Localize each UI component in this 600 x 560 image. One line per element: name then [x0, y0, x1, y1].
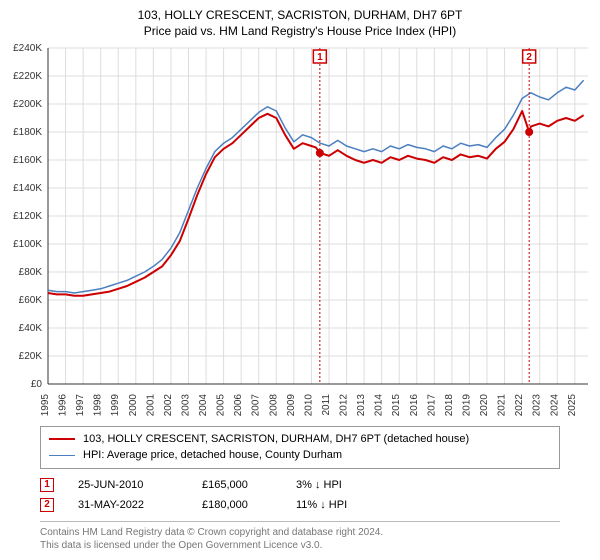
- chart-subtitle: Price paid vs. HM Land Registry's House …: [0, 24, 600, 42]
- sale-diff: 11% ↓ HPI: [296, 499, 347, 511]
- svg-text:2018: 2018: [444, 393, 455, 416]
- sale-row: 2 31-MAY-2022 £180,000 11% ↓ HPI: [40, 495, 560, 515]
- svg-text:£180K: £180K: [13, 127, 42, 138]
- svg-text:2: 2: [526, 52, 532, 63]
- svg-text:1998: 1998: [93, 393, 104, 416]
- svg-text:2003: 2003: [180, 393, 191, 416]
- legend-label: 103, HOLLY CRESCENT, SACRISTON, DURHAM, …: [83, 431, 469, 448]
- sale-marker-icon: 1: [40, 478, 54, 492]
- svg-text:£120K: £120K: [13, 211, 42, 222]
- svg-text:2006: 2006: [233, 393, 244, 416]
- legend: 103, HOLLY CRESCENT, SACRISTON, DURHAM, …: [40, 426, 560, 469]
- svg-text:2012: 2012: [339, 393, 350, 416]
- svg-text:1995: 1995: [40, 393, 51, 416]
- chart-title: 103, HOLLY CRESCENT, SACRISTON, DURHAM, …: [0, 0, 600, 24]
- svg-text:£20K: £20K: [19, 351, 43, 362]
- svg-text:£100K: £100K: [13, 239, 42, 250]
- svg-text:2013: 2013: [356, 393, 367, 416]
- svg-text:£60K: £60K: [19, 295, 43, 306]
- sale-diff: 3% ↓ HPI: [296, 479, 342, 491]
- svg-text:2011: 2011: [321, 393, 332, 415]
- svg-text:2025: 2025: [567, 393, 578, 416]
- svg-text:2021: 2021: [497, 393, 508, 416]
- svg-text:£40K: £40K: [19, 323, 43, 334]
- legend-swatch: [49, 438, 75, 440]
- svg-text:2024: 2024: [549, 393, 560, 416]
- sale-row: 1 25-JUN-2010 £165,000 3% ↓ HPI: [40, 475, 560, 495]
- legend-label: HPI: Average price, detached house, Coun…: [83, 447, 342, 464]
- svg-text:2014: 2014: [374, 393, 385, 416]
- footer-line: Contains HM Land Registry data © Crown c…: [40, 526, 560, 539]
- sale-date: 31-MAY-2022: [78, 499, 178, 511]
- svg-text:£240K: £240K: [13, 43, 42, 54]
- svg-text:2007: 2007: [251, 393, 262, 416]
- svg-text:£0: £0: [31, 379, 43, 390]
- svg-text:£80K: £80K: [19, 267, 43, 278]
- sale-marker-icon: 2: [40, 498, 54, 512]
- svg-text:£140K: £140K: [13, 183, 42, 194]
- svg-text:2009: 2009: [286, 393, 297, 416]
- svg-text:1: 1: [317, 52, 323, 63]
- legend-swatch: [49, 455, 75, 456]
- sale-price: £180,000: [202, 499, 272, 511]
- svg-text:2001: 2001: [145, 393, 156, 416]
- svg-text:1996: 1996: [58, 393, 69, 416]
- line-chart: £0 £20K £40K £60K £80K £100K £120K £140K £160K £1…: [0, 42, 600, 422]
- svg-text:2010: 2010: [303, 393, 314, 416]
- svg-text:2004: 2004: [198, 393, 209, 416]
- legend-row: 103, HOLLY CRESCENT, SACRISTON, DURHAM, …: [49, 431, 551, 448]
- svg-text:2020: 2020: [479, 393, 490, 416]
- svg-text:2000: 2000: [128, 393, 139, 416]
- svg-text:£160K: £160K: [13, 155, 42, 166]
- sales-table: 1 25-JUN-2010 £165,000 3% ↓ HPI 2 31-MAY-2022…: [40, 475, 560, 515]
- svg-text:2016: 2016: [409, 393, 420, 416]
- svg-text:2022: 2022: [514, 393, 525, 416]
- footer-line: This data is licensed under the Open Gov…: [40, 539, 560, 552]
- svg-text:2005: 2005: [216, 393, 227, 416]
- svg-text:1997: 1997: [75, 393, 86, 416]
- svg-text:£220K: £220K: [13, 71, 42, 82]
- svg-text:2017: 2017: [426, 393, 437, 416]
- svg-text:1999: 1999: [110, 393, 121, 416]
- svg-text:2008: 2008: [268, 393, 279, 416]
- svg-text:2002: 2002: [163, 393, 174, 416]
- svg-text:2019: 2019: [461, 393, 472, 416]
- legend-row: HPI: Average price, detached house, Coun…: [49, 447, 551, 464]
- chart-container: 103, HOLLY CRESCENT, SACRISTON, DURHAM, …: [0, 0, 600, 560]
- sale-date: 25-JUN-2010: [78, 479, 178, 491]
- chart-svg: £0 £20K £40K £60K £80K £100K £120K £140K £160K £1…: [0, 42, 600, 422]
- svg-text:£200K: £200K: [13, 99, 42, 110]
- svg-text:2015: 2015: [391, 393, 402, 416]
- sale-price: £165,000: [202, 479, 272, 491]
- svg-text:2023: 2023: [532, 393, 543, 416]
- attribution-footer: Contains HM Land Registry data © Crown c…: [40, 521, 560, 552]
